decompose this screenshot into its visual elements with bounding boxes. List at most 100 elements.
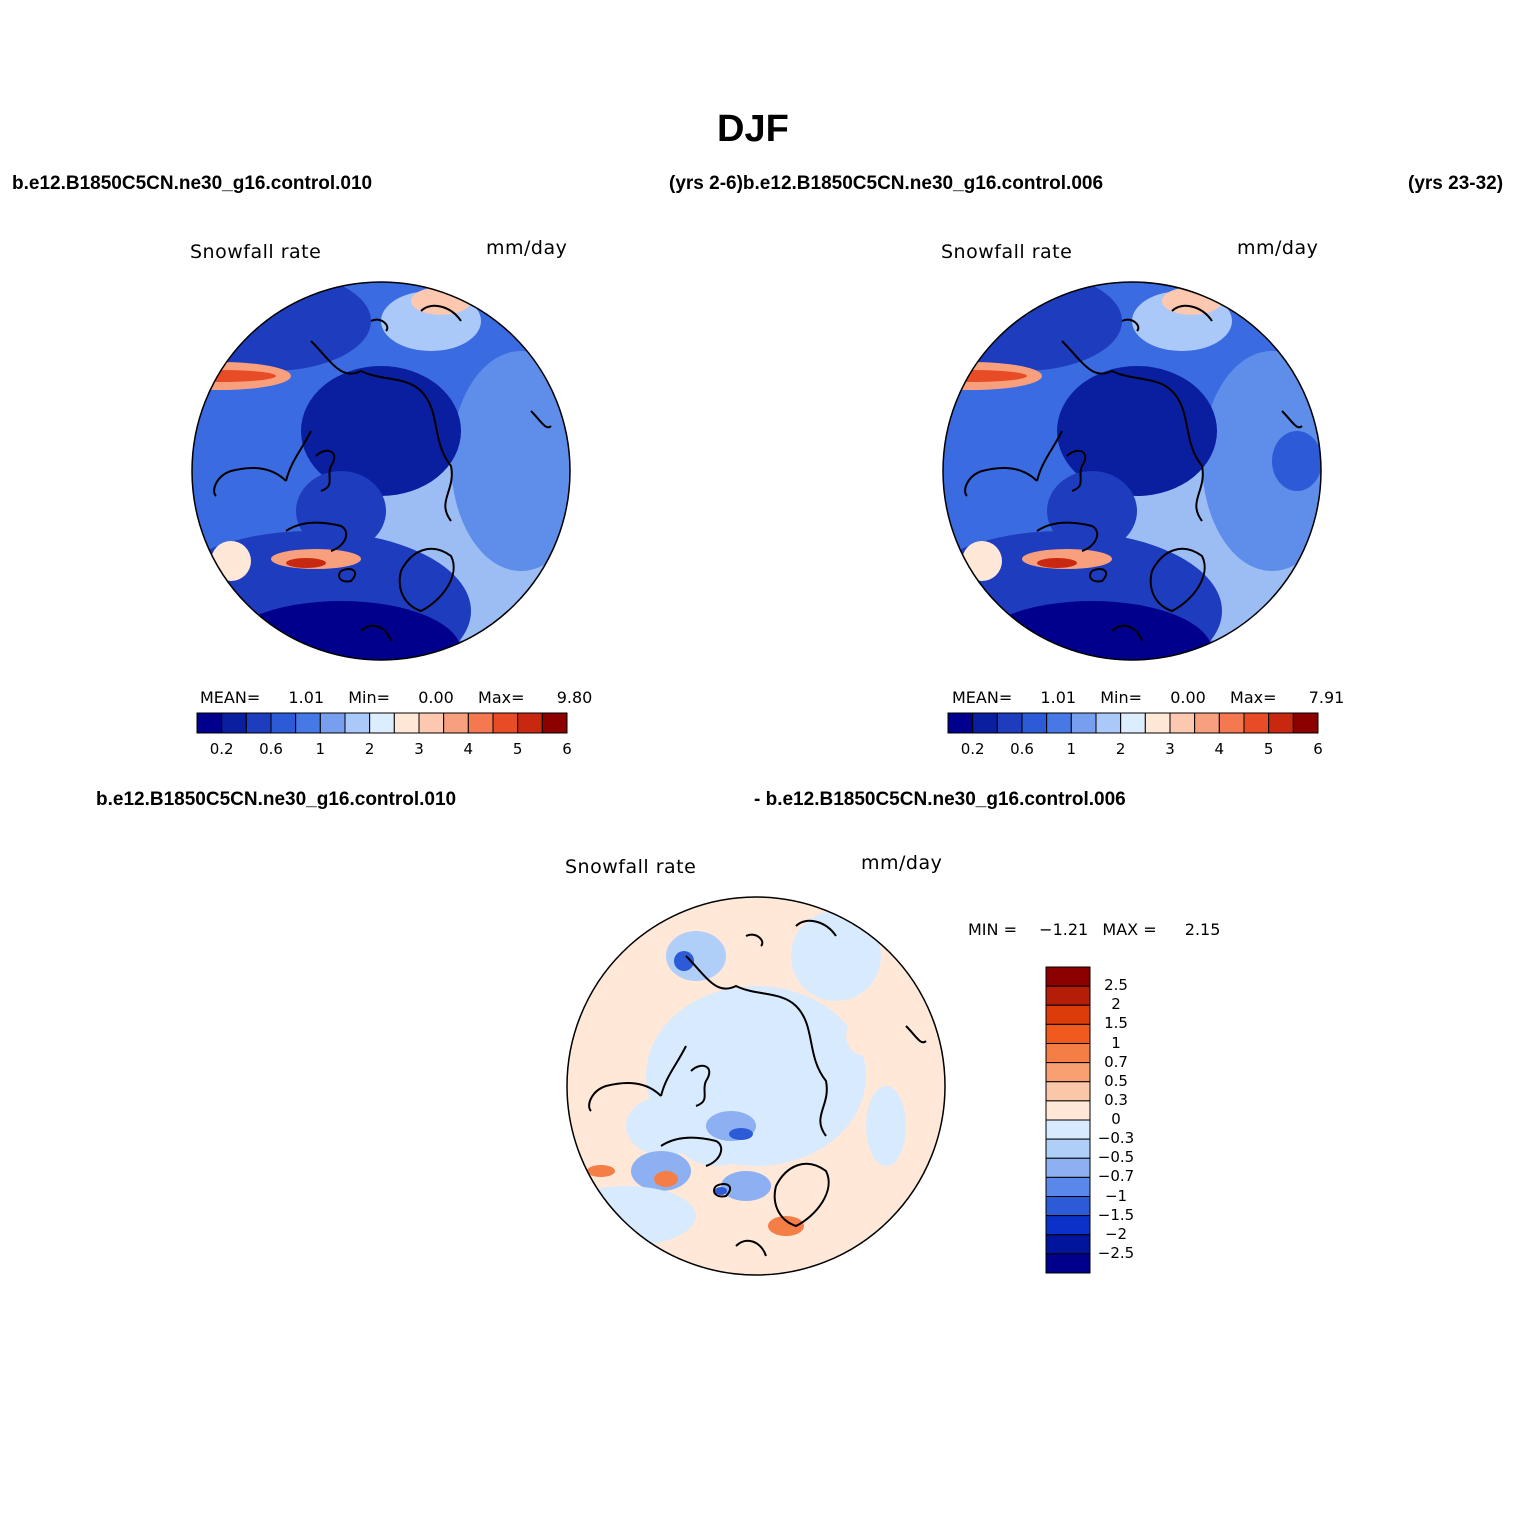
colorbar-swatch: [1045, 1234, 1091, 1255]
colorbar-swatch: [344, 712, 371, 734]
panel-diff-max-value: 2.15: [1184, 920, 1221, 939]
colorbar-swatch: [196, 712, 223, 734]
colorbar-tick-label: 2: [364, 740, 375, 758]
case-label-bottom-left: b.e12.B1850C5CN.ne30_g16.control.010: [96, 789, 457, 810]
panel-2-min-value: 0.00: [1170, 688, 1206, 707]
colorbar-tick-label: 4: [463, 740, 474, 758]
colorbar-swatch: [1194, 712, 1220, 734]
panel-2-min-label: Min=: [1100, 688, 1143, 707]
colorbar-swatch: [1144, 712, 1171, 734]
colorbar-swatch: [1045, 1062, 1091, 1083]
panel-diff-min-label: MIN =: [968, 920, 1017, 939]
panel-diff-variable-label: Snowfall rate: [565, 856, 697, 878]
panel-1-min-value: 0.00: [418, 688, 454, 707]
colorbar-swatch: [1218, 712, 1245, 734]
colorbar-swatch: [1046, 712, 1072, 734]
colorbar-swatch: [1045, 1176, 1091, 1197]
panel-diff-polar-map: [566, 896, 946, 1276]
panel-2-variable-label: Snowfall rate: [941, 241, 1073, 263]
colorbar-swatch: [319, 712, 346, 734]
colorbar-tick-label: 2: [1111, 995, 1121, 1014]
case-label-top-left: b.e12.B1850C5CN.ne30_g16.control.010: [12, 173, 373, 194]
colorbar-swatch: [1120, 712, 1146, 734]
colorbar-tick-label: 0.6: [1010, 740, 1034, 758]
colorbar-swatch: [1045, 1043, 1091, 1064]
panel-2-polar-map: [942, 281, 1322, 661]
colorbar-swatch: [295, 712, 321, 734]
colorbar-tick-label: 1: [1066, 740, 1077, 758]
colorbar-swatch: [996, 712, 1023, 734]
colorbar-swatch: [492, 712, 519, 734]
figure-title: DJF: [717, 108, 789, 150]
colorbar-tick-label: 0.7: [1104, 1052, 1128, 1071]
colorbar-swatch: [1045, 1196, 1091, 1217]
colorbar-tick-label: −2: [1104, 1224, 1128, 1243]
colorbar-tick-label: −0.7: [1097, 1167, 1135, 1186]
panel-diff-min-value: −1.21: [1039, 920, 1089, 939]
colorbar-swatch: [418, 712, 445, 734]
colorbar-tick-label: 0.3: [1104, 1090, 1128, 1109]
colorbar-tick-label: 0: [1111, 1110, 1121, 1128]
panel-2-max-value: 7.91: [1308, 688, 1345, 707]
colorbar-tick-label: 1.5: [1104, 1014, 1128, 1033]
panel-diff-max-label: MAX =: [1102, 920, 1157, 939]
colorbar-swatch: [1045, 1004, 1091, 1025]
colorbar-swatch: [1045, 1253, 1091, 1274]
colorbar-swatch: [1021, 712, 1048, 734]
colorbar-swatch: [1243, 712, 1270, 734]
colorbar-swatch: [467, 712, 494, 734]
colorbar-tick-label: −1: [1104, 1186, 1128, 1205]
colorbar-swatch: [541, 712, 568, 734]
colorbar-swatch: [270, 712, 297, 734]
panel-1-max-value: 9.80: [556, 688, 593, 707]
panel-2-mean-label: MEAN=: [952, 688, 1013, 707]
panel-1-mean-value: 1.01: [288, 688, 325, 707]
colorbar-swatch: [1045, 1157, 1091, 1178]
panel-2-units-label: mm/day: [1237, 237, 1319, 259]
colorbar-swatch: [393, 712, 420, 734]
colorbar-tick-label: 5: [1263, 740, 1274, 758]
colorbar-swatch: [1268, 712, 1294, 734]
colorbar-tick-label: 4: [1214, 740, 1225, 758]
case-label-top-right: (yrs 23-32): [1408, 173, 1504, 194]
colorbar-swatch: [1045, 985, 1091, 1006]
panel-diff-colorbar: [1045, 966, 1091, 1274]
colorbar-swatch: [1045, 1081, 1091, 1102]
panel-1-mean-label: MEAN=: [200, 688, 261, 707]
panel-2-max-label: Max=: [1230, 688, 1277, 707]
colorbar-tick-label: 0.5: [1104, 1071, 1128, 1090]
panel-2-mean-value: 1.01: [1040, 688, 1077, 707]
colorbar-swatch: [1169, 712, 1196, 734]
colorbar-swatch: [517, 712, 543, 734]
colorbar-swatch: [443, 712, 469, 734]
colorbar-tick-label: 3: [1165, 740, 1175, 758]
colorbar-tick-label: 0.6: [259, 740, 283, 758]
colorbar-tick-label: 0.2: [960, 740, 985, 758]
colorbar-tick-label: −0.5: [1097, 1148, 1135, 1167]
panel-2-colorbar: [947, 712, 1319, 734]
colorbar-tick-label: 1: [315, 740, 326, 758]
colorbar-swatch: [972, 712, 998, 734]
panel-2-stats: MEAN= 1.01 Min= 0.00 Max= 7.91: [952, 688, 1344, 707]
colorbar-swatch: [1045, 1138, 1091, 1159]
panel-diff-units-label: mm/day: [861, 852, 943, 874]
panel-1-min-label: Min=: [348, 688, 391, 707]
colorbar-tick-label: 6: [1313, 740, 1323, 758]
colorbar-swatch: [1070, 712, 1097, 734]
panel-1-units-label: mm/day: [486, 237, 568, 259]
panel-1-variable-label: Snowfall rate: [190, 241, 322, 263]
colorbar-tick-label: −0.3: [1097, 1129, 1135, 1148]
colorbar-swatch: [1045, 1023, 1091, 1044]
colorbar-swatch: [1292, 712, 1319, 734]
colorbar-swatch: [245, 712, 272, 734]
colorbar-swatch: [1095, 712, 1122, 734]
colorbar-tick-label: 5: [512, 740, 523, 758]
colorbar-tick-label: 3: [414, 740, 424, 758]
colorbar-tick-label: 0.2: [209, 740, 234, 758]
panel-diff-stats: MIN = −1.21 MAX = 2.15: [968, 920, 1220, 939]
colorbar-tick-label: −1.5: [1097, 1205, 1135, 1224]
colorbar-swatch: [1045, 1215, 1091, 1236]
colorbar-swatch: [1045, 966, 1091, 987]
panel-1-colorbar: [196, 712, 568, 734]
colorbar-swatch: [1045, 1100, 1091, 1121]
